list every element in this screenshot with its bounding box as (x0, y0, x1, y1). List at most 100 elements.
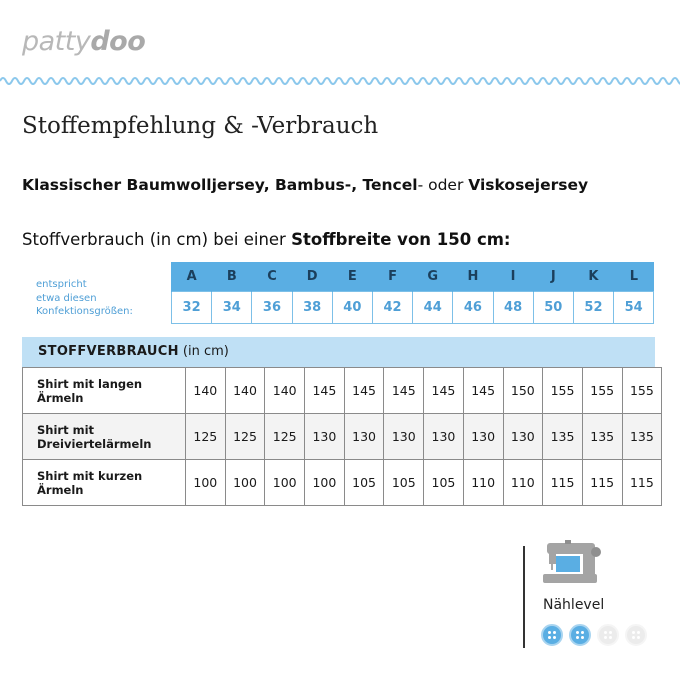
table-cell: 130 (343, 413, 385, 460)
table-cell: 130 (423, 413, 464, 460)
table-cell: 130 (502, 413, 544, 460)
button-icon (541, 624, 563, 646)
table-cell: 110 (502, 459, 544, 506)
size-letter-a: A (170, 262, 212, 292)
size-letter-h: H (452, 262, 493, 292)
table-cell: 135 (542, 413, 583, 460)
table-cell: 125 (185, 413, 226, 460)
size-number-48: 48 (492, 291, 534, 324)
usage-table-header: STOFFVERBRAUCH (in cm) (22, 337, 655, 367)
size-number-42: 42 (371, 291, 414, 324)
table-cell: 100 (264, 459, 306, 506)
size-letter-c: C (251, 262, 293, 292)
size-letter-b: B (211, 262, 252, 292)
pattydoo-logo: pattydoo (22, 26, 146, 57)
size-label-line1: entspricht (36, 279, 87, 290)
table-cell: 130 (462, 413, 504, 460)
fabric-seg3: Viskosejersey (468, 176, 589, 194)
usage-header-bold: STOFFVERBRAUCH (38, 344, 179, 359)
table-cell: 125 (224, 413, 266, 460)
table-cell: 145 (423, 367, 464, 414)
size-letter-d: D (291, 262, 333, 292)
table-cell: 110 (462, 459, 504, 506)
button-icon (597, 624, 619, 646)
table-cell: 115 (542, 459, 583, 506)
usage-heading: Stoffverbrauch (in cm) bei einer Stoffbr… (22, 230, 511, 249)
table-cell: 155 (621, 367, 663, 414)
table-cell: 130 (383, 413, 425, 460)
size-letter-i: I (492, 262, 534, 292)
table-cell: 140 (264, 367, 306, 414)
row-label-line2: Ärmeln (37, 390, 84, 405)
button-icon (569, 624, 591, 646)
table-cell: 150 (502, 367, 544, 414)
row-label-line2: Ärmeln (37, 482, 84, 497)
size-letter-l: L (613, 262, 654, 292)
row-label-line1: Shirt mit kurzen (37, 468, 143, 483)
table-cell: 135 (621, 413, 663, 460)
table-cell: 155 (581, 367, 623, 414)
table-cell: 115 (621, 459, 663, 506)
fabric-seg1: Klassischer Baumwolljersey, Bambus-, Ten… (22, 176, 418, 194)
table-cell: 130 (304, 413, 345, 460)
row-label-line2: Dreiviertelärmeln (37, 436, 152, 451)
row-label-line1: Shirt mit (37, 422, 95, 437)
size-letter-g: G (412, 262, 453, 292)
table-cell: 100 (185, 459, 226, 506)
level-label: Nählevel (543, 597, 605, 613)
table-row: Shirt mit Dreiviertelärmeln 125 125 125 130 13… (22, 413, 663, 460)
size-letter-f: F (371, 262, 413, 292)
size-label-line3: Konfektionsgrößen: (36, 306, 133, 317)
size-letter-e: E (331, 262, 373, 292)
wave-divider (0, 77, 680, 85)
size-number-38: 38 (291, 291, 333, 324)
level-divider (523, 546, 525, 648)
size-number-40: 40 (331, 291, 373, 324)
size-letter-j: J (532, 262, 574, 292)
page-title: Stoffempfehlung & -Verbrauch (22, 113, 379, 139)
logo-part2: doo (90, 26, 146, 57)
size-number-52: 52 (572, 291, 615, 324)
usage-bold: Stoffbreite von 150 cm: (291, 230, 511, 249)
level-indicator (541, 624, 647, 646)
usage-table: Shirt mit langen Ärmeln 140 140 140 145 145 145… (22, 367, 663, 506)
table-cell: 140 (185, 367, 226, 414)
row-label-line1: Shirt mit langen (37, 376, 143, 391)
table-row: Shirt mit kurzen Ärmeln 100 100 100 100 105 105… (22, 459, 663, 506)
table-row: Shirt mit langen Ärmeln 140 140 140 145 145 145… (22, 367, 663, 414)
size-number-36: 36 (251, 291, 293, 324)
table-cell: 100 (224, 459, 266, 506)
table-cell: 105 (343, 459, 385, 506)
sewing-machine-icon (543, 540, 601, 583)
table-cell: 115 (581, 459, 623, 506)
table-cell: 140 (224, 367, 266, 414)
row-label: Shirt mit kurzen Ärmeln (22, 459, 186, 506)
table-cell: 145 (383, 367, 425, 414)
row-label: Shirt mit langen Ärmeln (22, 367, 186, 414)
size-number-32: 32 (170, 291, 213, 324)
logo-part1: patty (22, 26, 91, 57)
row-label: Shirt mit Dreiviertelärmeln (22, 413, 186, 460)
size-letter-k: K (572, 262, 614, 292)
size-number-50: 50 (532, 291, 574, 324)
table-cell: 135 (581, 413, 623, 460)
table-cell: 100 (304, 459, 345, 506)
size-number-34: 34 (211, 291, 253, 324)
fabric-recommendation: Klassischer Baumwolljersey, Bambus-, Ten… (22, 176, 588, 194)
button-icon (625, 624, 647, 646)
usage-prefix: Stoffverbrauch (in cm) bei einer (22, 230, 292, 249)
table-cell: 145 (304, 367, 345, 414)
usage-header-unit: (in cm) (178, 344, 229, 359)
table-cell: 105 (423, 459, 464, 506)
table-cell: 145 (462, 367, 504, 414)
size-label-line2: etwa diesen (36, 292, 97, 304)
size-number-54: 54 (613, 291, 655, 324)
size-number-44: 44 (412, 291, 454, 324)
table-cell: 155 (542, 367, 583, 414)
table-cell: 105 (383, 459, 425, 506)
size-label: entspricht etwa diesen Konfektionsgrößen… (36, 278, 133, 319)
size-number-46: 46 (452, 291, 494, 324)
table-cell: 145 (343, 367, 385, 414)
size-numbers-row: 32 34 36 38 40 42 44 46 48 50 52 54 (170, 291, 655, 324)
